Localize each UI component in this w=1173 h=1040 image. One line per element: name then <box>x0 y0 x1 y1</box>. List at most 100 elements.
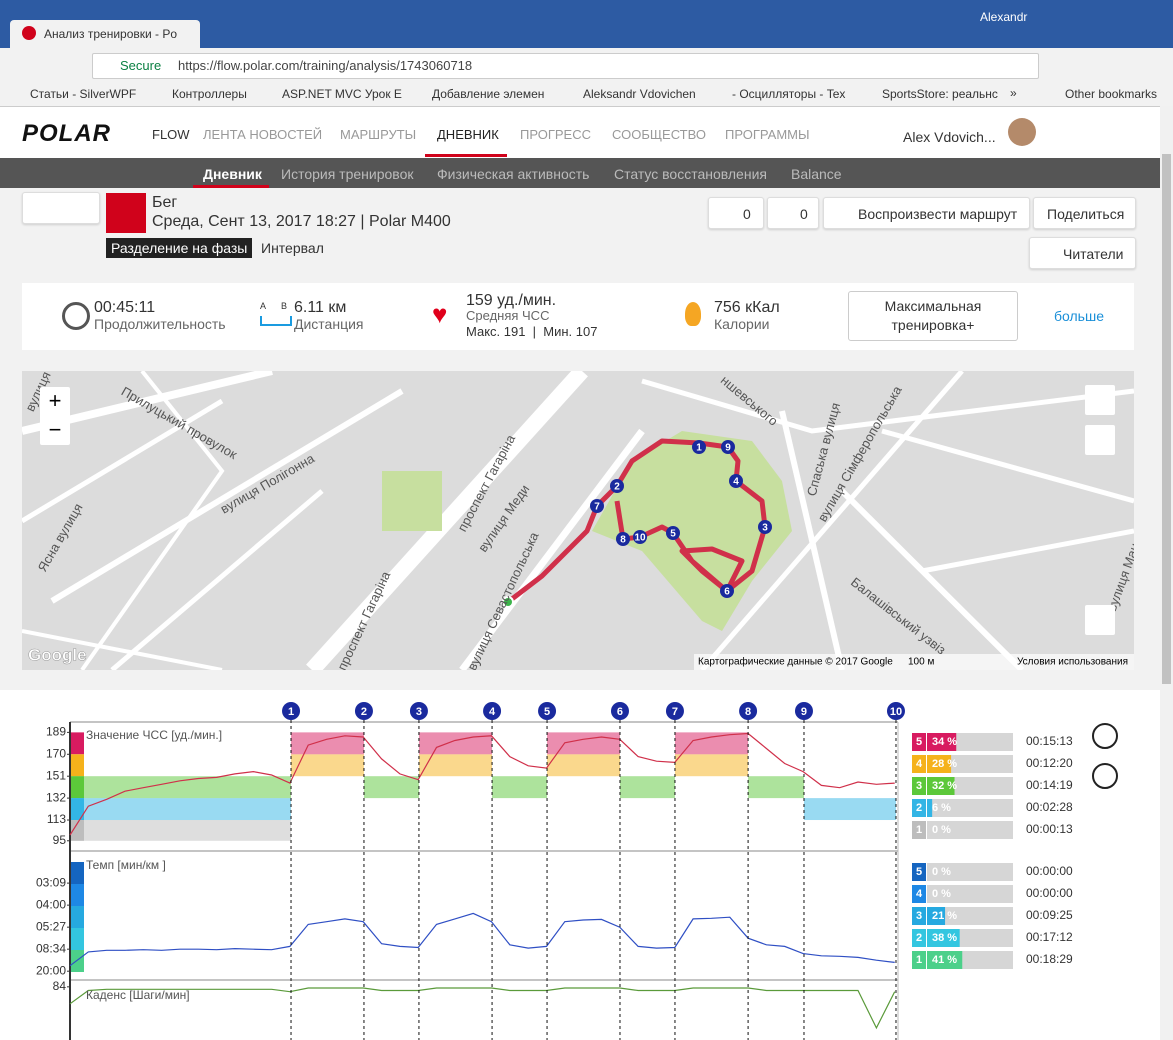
point-a: A <box>260 301 267 311</box>
lap-badge <box>610 702 629 720</box>
pace-line <box>69 912 895 967</box>
zone-number: 3 <box>916 910 922 922</box>
zone-band <box>547 732 620 755</box>
zone-band <box>492 776 548 799</box>
lap-badge <box>665 702 684 720</box>
settings-button[interactable] <box>1092 723 1118 749</box>
lap-marker[interactable] <box>758 520 772 534</box>
like-button[interactable]: 0 <box>708 197 764 229</box>
lap-marker-label: 1 <box>696 443 702 454</box>
lap-marker[interactable] <box>721 440 735 454</box>
zone-strip <box>70 776 84 799</box>
header-user[interactable]: Alex Vdovich... <box>903 129 996 145</box>
phases[interactable]: Разделение на фазы <box>106 238 253 258</box>
zone-percent: 6 % <box>932 802 951 814</box>
zone-number-box <box>912 821 926 839</box>
lap-marker[interactable] <box>633 530 647 544</box>
lap-badge <box>483 702 502 720</box>
zone-bar <box>927 755 952 773</box>
readers-button[interactable]: Читатели <box>1029 237 1136 269</box>
zoom-out[interactable]: − <box>49 417 62 442</box>
user-name: Alexandr <box>980 10 1028 24</box>
attribution-bg <box>694 654 1134 670</box>
subnav-item[interactable]: Balance <box>791 166 842 182</box>
nav-active <box>425 154 507 157</box>
zone-band <box>363 776 419 799</box>
subnav-item[interactable]: Статус восстановления <box>614 166 767 182</box>
zone-number: 2 <box>916 802 922 814</box>
distance: 6.11 км <box>294 299 347 316</box>
bookmark[interactable]: SportsStore: реальнс <box>882 87 998 101</box>
scroll-thumb[interactable] <box>1162 154 1171 684</box>
zoom-in[interactable]: + <box>49 388 62 413</box>
subnav-item[interactable]: Дневник <box>203 166 262 182</box>
map[interactable]: вулиця Сілка Прилуцький провулок вулиця … <box>22 371 1134 670</box>
zone-percent: 0 % <box>932 866 951 878</box>
zone-strip <box>70 906 84 928</box>
settings-button[interactable] <box>1085 385 1115 415</box>
play-route-button[interactable]: Воспроизвести маршрут <box>823 197 1030 229</box>
series-label: Темп [мин/км ] <box>86 858 166 872</box>
fullscreen-button[interactable] <box>1085 425 1115 455</box>
lap-badge <box>739 702 758 720</box>
nav-item[interactable]: СООБЩЕСТВО <box>612 127 706 142</box>
lap-marker[interactable] <box>590 499 604 513</box>
bookmarks-more[interactable]: » <box>1010 86 1017 100</box>
bookmark[interactable]: Контроллеры <box>172 87 247 101</box>
fullscreen-button[interactable] <box>1092 763 1118 789</box>
lap-marker[interactable] <box>729 474 743 488</box>
lap-label: 10 <box>890 706 902 718</box>
distance-label: Дистанция <box>294 316 364 332</box>
bookmark[interactable]: - Осцилляторы - Tex <box>732 87 846 101</box>
datetime: Среда, Сент 13, 2017 18:27 | Polar M400 <box>152 213 451 230</box>
y-tick-label: 132 <box>46 790 66 804</box>
lap-marker[interactable] <box>616 532 630 546</box>
url: https://flow.polar.com/training/analysis… <box>178 58 473 73</box>
terms[interactable]: Условия использования <box>1017 657 1128 668</box>
benefit[interactable]: Максимальная тренировка+ <box>848 291 1018 341</box>
lap-marker[interactable] <box>692 440 706 454</box>
y-tick-label: 170 <box>46 746 66 760</box>
lap-marker[interactable] <box>610 479 624 493</box>
comment-button[interactable]: 0 <box>767 197 819 229</box>
bookmark[interactable]: Aleksandr Vdovichen <box>583 87 696 101</box>
nav-item[interactable]: ПРОГРЕСС <box>520 127 591 142</box>
address-bar[interactable] <box>92 53 1039 79</box>
zone-band <box>674 732 749 755</box>
zone-number: 1 <box>916 954 922 966</box>
nav-item[interactable]: МАРШРУТЫ <box>340 127 417 142</box>
logo[interactable]: POLAR <box>22 120 111 147</box>
zone-time: 00:09:25 <box>1026 908 1073 922</box>
avatar[interactable] <box>1008 118 1036 146</box>
zone-time: 00:15:13 <box>1026 734 1073 748</box>
subnav-item[interactable]: История тренировок <box>281 166 414 182</box>
nav-item[interactable]: ПРОГРАММЫ <box>725 127 810 142</box>
bookmark[interactable]: ASP.NET MVC Урок E <box>282 87 402 101</box>
y-tick-label: 04:00 <box>36 897 66 911</box>
lap-label: 8 <box>745 706 751 718</box>
bookmark[interactable]: Добавление элемен <box>432 87 545 101</box>
zone-band <box>547 754 620 777</box>
lap-marker[interactable] <box>720 584 734 598</box>
lap-marker-label: 8 <box>620 535 626 546</box>
zone-number-box <box>912 777 926 795</box>
nav-item[interactable]: ЛЕНТА НОВОСТЕЙ <box>203 127 323 142</box>
y-tick-label: 08:34 <box>36 941 66 955</box>
bookmarks-bar <box>0 82 1173 107</box>
readers: Читатели <box>1063 246 1124 262</box>
zone-strip <box>70 928 84 950</box>
prev-next[interactable] <box>22 192 100 224</box>
nav-item[interactable]: ДНЕВНИК <box>437 127 499 142</box>
favorite-button[interactable] <box>1085 605 1115 635</box>
tab[interactable] <box>10 20 200 48</box>
zone-number: 1 <box>916 824 922 836</box>
more-link[interactable]: больше <box>1054 308 1104 324</box>
lap-marker[interactable] <box>666 526 680 540</box>
zone-band <box>291 732 364 755</box>
sport: Бег <box>152 194 178 211</box>
lap-label: 5 <box>544 706 550 718</box>
bookmark[interactable]: Статьи - SilverWPF <box>30 87 137 101</box>
subnav-item[interactable]: Физическая активность <box>437 166 590 182</box>
other-bookmarks[interactable]: Other bookmarks <box>1065 87 1158 101</box>
share-button[interactable]: Поделиться <box>1033 197 1136 229</box>
